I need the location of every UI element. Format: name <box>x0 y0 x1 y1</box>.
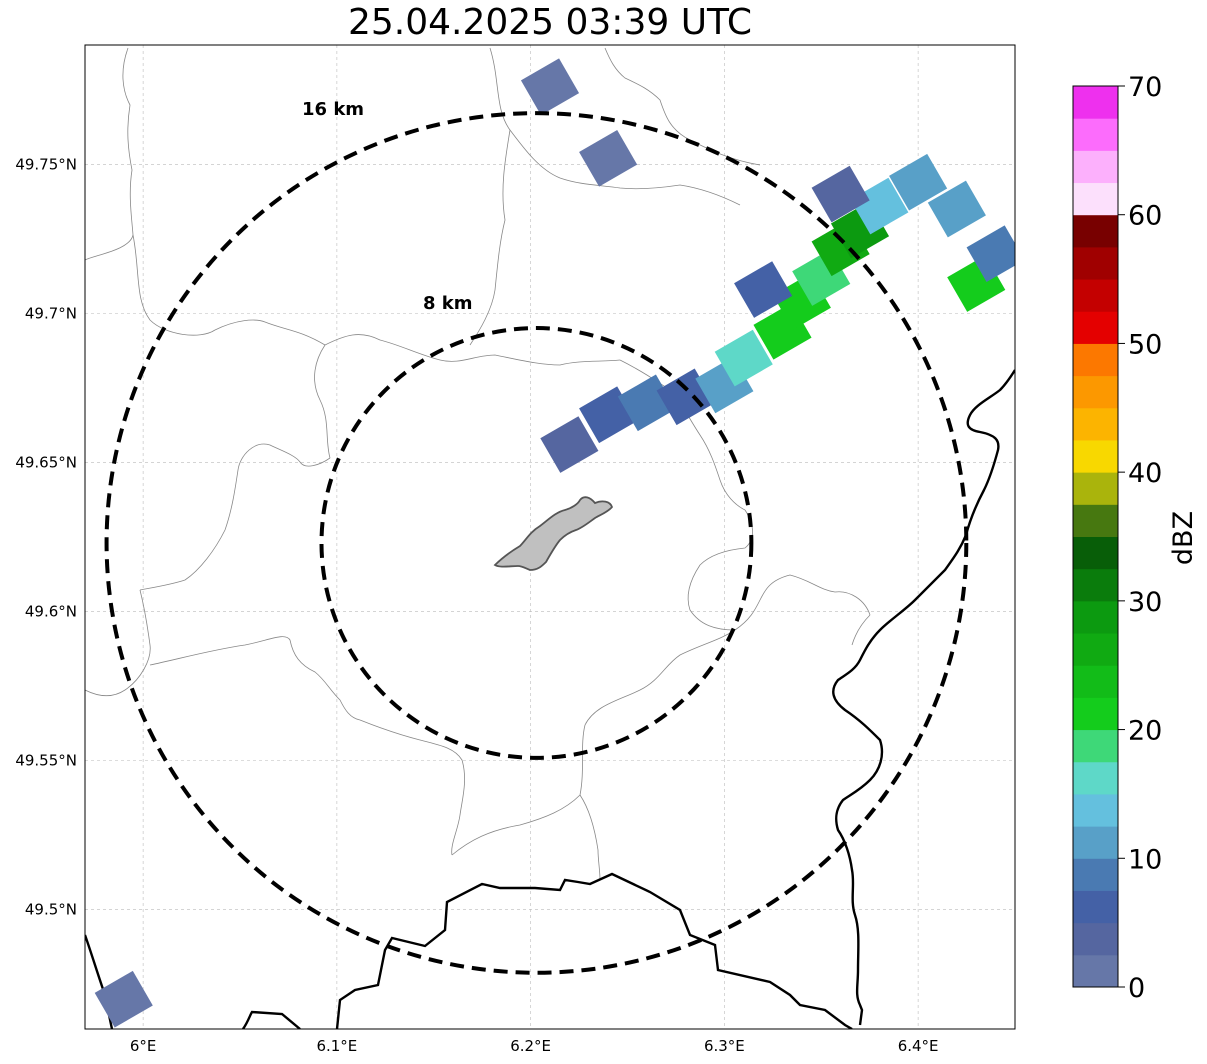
colorbar-frame <box>1072 85 1119 988</box>
colorbar-tick-label: 20 <box>1128 716 1162 747</box>
colorbar-segment <box>1073 246 1118 280</box>
colorbar: 0 10 20 30 40 50 60 70 <box>1072 72 1162 1004</box>
colorbar-segment <box>1073 311 1118 344</box>
lon-tick-label: 6.4°E <box>898 1037 939 1055</box>
lat-tick-label: 49.55°N <box>15 752 77 770</box>
colorbar-tick-label: 30 <box>1128 587 1162 618</box>
colorbar-segment <box>1073 954 1118 988</box>
colorbar-segment <box>1073 633 1118 666</box>
lat-tick-label: 49.6°N <box>25 603 77 621</box>
colorbar-segment <box>1073 729 1118 763</box>
colorbar-segment <box>1073 665 1118 698</box>
radar-echo-cell <box>966 225 1015 283</box>
radar-echo-cell <box>714 329 773 387</box>
colorbar-segment <box>1073 375 1118 409</box>
colorbar-segment <box>1073 86 1118 119</box>
radar-echoes <box>94 58 1015 1028</box>
lon-tick-label: 6°E <box>130 1037 157 1055</box>
plot-frame <box>84 44 1016 1030</box>
lon-tick-label: 6.1°E <box>316 1037 357 1055</box>
colorbar-segment <box>1073 279 1118 312</box>
city-outline <box>493 496 614 571</box>
range-ring <box>104 111 969 975</box>
colorbar-segment <box>1073 793 1118 827</box>
colorbar-segment <box>1073 858 1118 891</box>
colorbar-tick-label: 50 <box>1128 329 1162 360</box>
radar-echo-cell <box>579 129 638 187</box>
colorbar-segment <box>1073 439 1118 473</box>
lon-tick-label: 6.2°E <box>510 1037 551 1055</box>
radar-echo-cell <box>927 180 986 238</box>
colorbar-tick-label: 60 <box>1128 201 1162 232</box>
colorbar-segment <box>1073 150 1118 184</box>
colorbar-segment <box>1073 407 1118 441</box>
colorbar-segment <box>1073 214 1118 248</box>
radar-echo-cell <box>520 58 580 116</box>
latitude-axis: 49.5°N 49.55°N 49.6°N 49.65°N 49.7°N 49.75°N <box>15 155 77 918</box>
colorbar-tick-label: 40 <box>1128 458 1162 489</box>
gridlines <box>85 45 1015 1029</box>
lat-tick-label: 49.7°N <box>25 304 77 322</box>
radar-echo-cell <box>811 165 870 223</box>
colorbar-segment <box>1073 600 1118 634</box>
colorbar-segment <box>1073 472 1118 505</box>
lat-tick-label: 49.75°N <box>15 155 77 173</box>
colorbar-label: dBZ <box>1168 511 1199 565</box>
colorbar-tick-label: 0 <box>1128 973 1145 1004</box>
colorbar-segment <box>1073 182 1118 216</box>
radar-echo-cell <box>889 153 948 211</box>
radar-echo-cell <box>734 261 793 318</box>
map-title: 25.04.2025 03:39 UTC <box>347 2 753 43</box>
ring-label-16km: 16 km <box>302 99 364 120</box>
country-borders <box>85 369 1015 1029</box>
colorbar-tick-label: 70 <box>1128 72 1162 103</box>
colorbar-segment <box>1073 826 1118 859</box>
radar-echo-cell <box>540 416 599 473</box>
range-rings <box>104 111 969 975</box>
colorbar-segment <box>1073 697 1118 731</box>
colorbar-segment <box>1073 536 1118 570</box>
ring-label-8km: 8 km <box>423 293 473 314</box>
colorbar-tick-label: 10 <box>1128 844 1162 875</box>
colorbar-segment <box>1073 343 1118 377</box>
lat-tick-label: 49.5°N <box>25 901 77 919</box>
range-ring <box>319 326 754 760</box>
lon-tick-label: 6.3°E <box>704 1037 745 1055</box>
colorbar-segment <box>1073 568 1118 602</box>
lat-tick-label: 49.65°N <box>15 453 77 471</box>
colorbar-segment <box>1073 890 1118 924</box>
longitude-axis: 6°E 6.1°E 6.2°E 6.3°E 6.4°E <box>130 1037 939 1055</box>
colorbar-segment <box>1073 118 1118 151</box>
radar-echo-cell <box>94 970 153 1028</box>
colorbar-segment <box>1073 504 1118 537</box>
radar-echo-cell <box>850 177 909 235</box>
colorbar-segment <box>1073 922 1118 956</box>
colorbar-segment <box>1073 761 1118 795</box>
